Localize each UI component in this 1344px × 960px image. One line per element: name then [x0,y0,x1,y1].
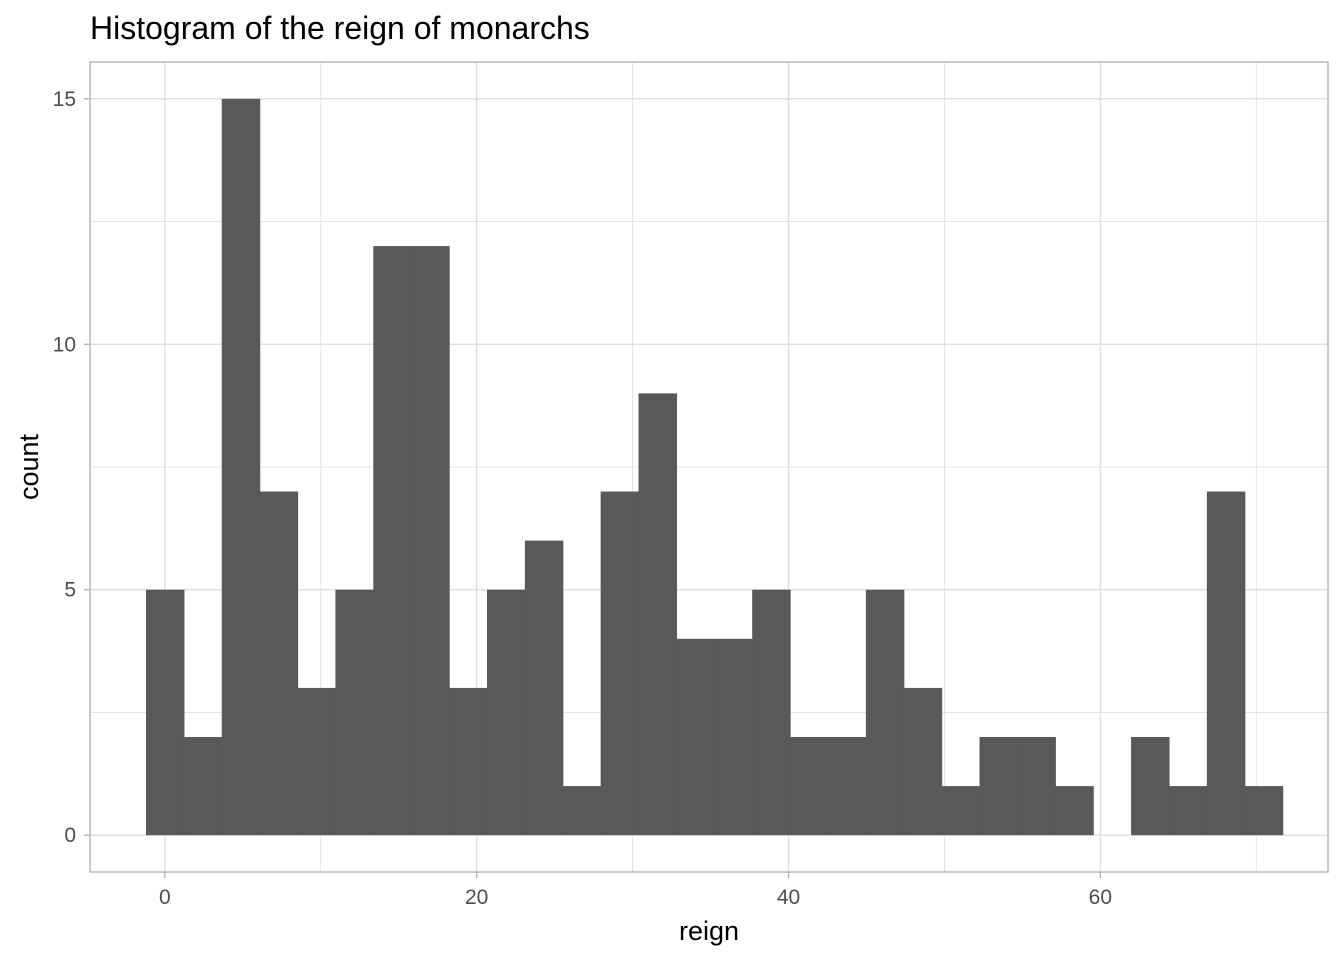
histogram-bar [714,638,753,836]
histogram-bar [941,786,981,836]
histogram-bar [297,687,337,836]
histogram-bar [562,786,602,836]
histogram-bar [638,393,678,836]
histogram-bar [1017,737,1056,836]
histogram-bar [1244,786,1284,836]
histogram-bar [259,491,299,836]
bars [145,98,1284,836]
x-tick-label: 60 [1089,886,1112,909]
histogram-bar [486,589,526,836]
panel-border [89,61,1329,873]
chart-title: Histogram of the reign of monarchs [90,10,590,46]
y-axis: 0 5 10 15 [53,88,90,847]
y-tick-label: 10 [53,333,76,356]
histogram-bar [1055,786,1094,836]
y-tick-label: 0 [64,824,76,847]
histogram-bar [600,491,640,836]
histogram-bar [335,589,374,836]
histogram-bar [411,246,450,836]
histogram-bar [903,687,943,836]
histogram-bar [524,540,564,836]
histogram-bar [979,737,1019,836]
y-tick-label: 5 [64,579,76,602]
histogram-bar [145,589,185,836]
y-axis-title: count [14,433,44,500]
histogram-bar [1131,737,1170,836]
histogram-bar [1168,786,1208,836]
histogram-bar [183,737,223,836]
histogram-bar [676,638,715,836]
x-axis: 0 20 40 60 [159,872,1112,909]
x-tick-label: 40 [777,886,800,909]
histogram-bar [221,98,261,836]
histogram-bar [1206,491,1246,836]
histogram-bar [373,246,412,836]
histogram-bar [790,737,829,836]
histogram-bar [752,589,791,836]
x-tick-label: 20 [465,886,488,909]
y-tick-label: 15 [53,88,76,111]
histogram-bar [827,737,867,836]
x-tick-label: 0 [159,886,171,909]
histogram-bar [865,589,905,836]
x-axis-title: reign [679,916,739,946]
histogram-bar [449,687,488,836]
